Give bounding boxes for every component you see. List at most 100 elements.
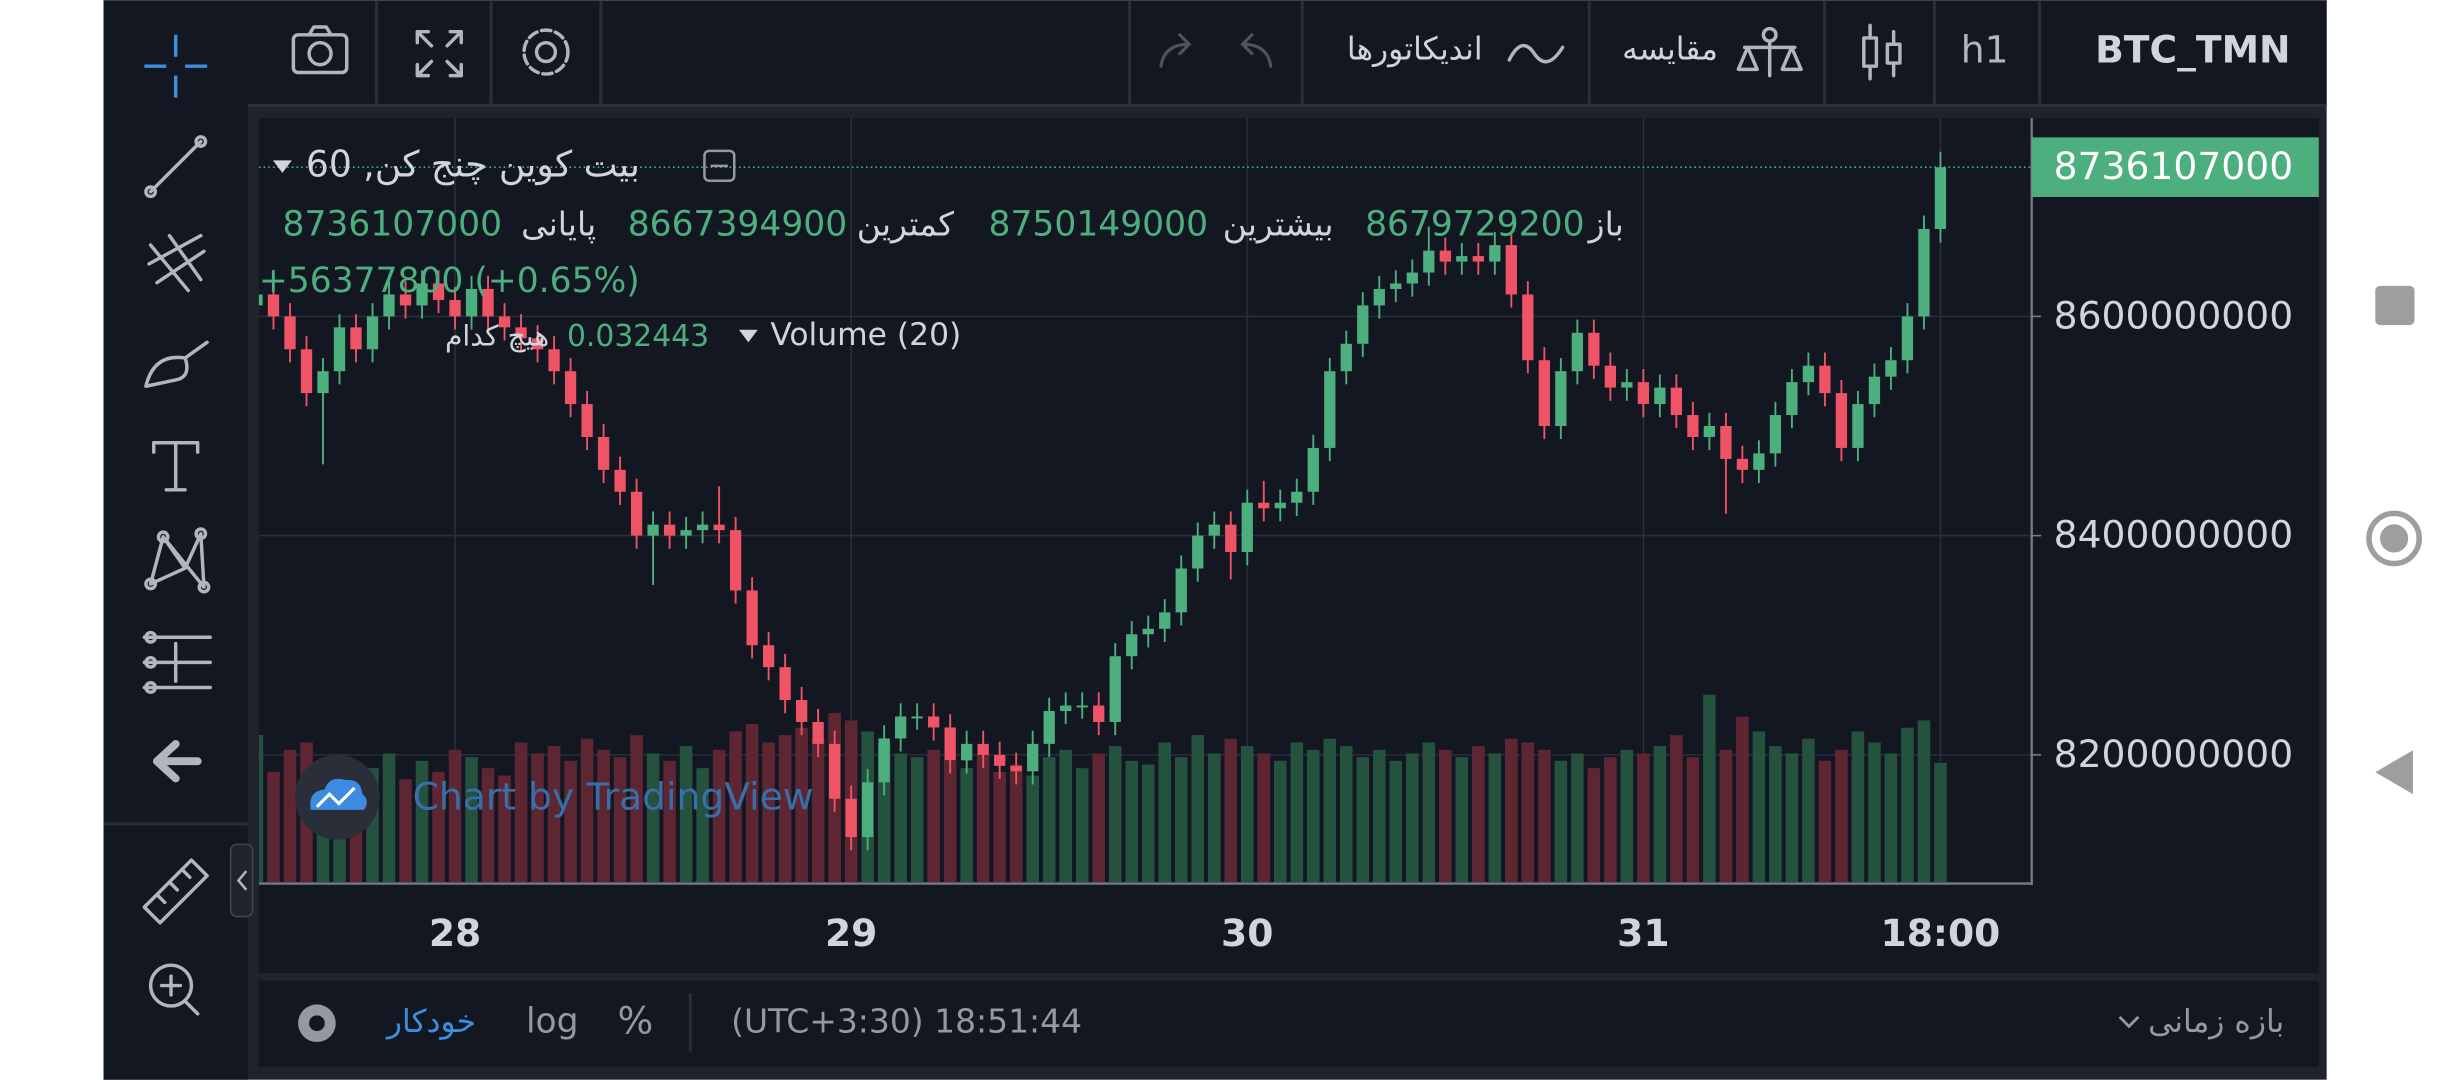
- candle-body: [1637, 382, 1650, 405]
- high-label: بیشترین: [1223, 205, 1334, 244]
- y-tick-label: 8600000000: [2054, 293, 2293, 337]
- crosshair-tool[interactable]: [144, 34, 208, 98]
- candle-body: [1225, 524, 1237, 553]
- brush-tool[interactable]: [144, 340, 209, 388]
- log-scale-button[interactable]: log: [526, 1002, 579, 1042]
- candle-body: [1406, 272, 1418, 284]
- volume-bar: [1009, 764, 1023, 883]
- candle-body: [944, 727, 956, 761]
- volume-bar: [927, 749, 940, 883]
- legend-collapse[interactable]: [272, 160, 292, 173]
- candle-body: [928, 716, 940, 728]
- legend-hide-icon[interactable]: [703, 149, 736, 182]
- candle-body: [300, 349, 313, 394]
- hide-tools-arrow[interactable]: [152, 740, 202, 783]
- candle-body: [597, 436, 610, 470]
- volume-bar: [580, 738, 594, 883]
- volume-legend-collapse[interactable]: [738, 329, 758, 343]
- volume-bar: [1901, 727, 1914, 883]
- chart-style-icon[interactable]: [1862, 23, 1902, 81]
- candle-body: [1885, 360, 1897, 377]
- volume-bar: [1851, 731, 1865, 883]
- settings-button[interactable]: [522, 28, 570, 76]
- candle-body: [1522, 294, 1534, 361]
- volume-bar: [795, 727, 808, 883]
- zoom-tool[interactable]: [148, 963, 200, 1016]
- volume-bar: [910, 757, 924, 883]
- nav-recents[interactable]: [2375, 285, 2415, 326]
- watermark-text[interactable]: Chart by TradingView: [413, 774, 814, 818]
- redo-undo-buttons[interactable]: [1159, 33, 1273, 68]
- volume-bar: [646, 753, 660, 883]
- nav-home[interactable]: [2366, 510, 2422, 567]
- low-value: 8667394900: [628, 205, 847, 245]
- candle-body: [1588, 332, 1600, 366]
- auto-scale-button[interactable]: خودکار: [385, 1004, 476, 1040]
- volume-bar: [465, 757, 478, 883]
- volume-bar: [1472, 746, 1485, 883]
- candle-body: [432, 283, 445, 300]
- pattern-tool[interactable]: [144, 527, 211, 594]
- volume-bar: [1108, 746, 1122, 883]
- volume-bar: [1818, 760, 1832, 883]
- percent-scale-button[interactable]: %: [618, 999, 654, 1043]
- candle-body: [333, 327, 346, 372]
- time-range-button[interactable]: بازه زمانی: [2148, 1004, 2284, 1040]
- volume-bar: [712, 749, 726, 883]
- bottom-settings[interactable]: [298, 1004, 336, 1043]
- candle-body: [1802, 365, 1815, 383]
- candle-body: [284, 316, 296, 350]
- x-tick-label: 18:00: [1881, 911, 2001, 955]
- candle-body: [548, 349, 560, 372]
- candle-body: [1060, 705, 1072, 712]
- toolbar-collapse[interactable]: [229, 843, 254, 918]
- candle-body: [977, 743, 989, 755]
- volume-bar: [1042, 757, 1056, 883]
- nav-back[interactable]: [2375, 750, 2413, 795]
- screenshot-button[interactable]: [291, 25, 349, 75]
- candle-body: [1654, 387, 1666, 405]
- candle-body: [630, 491, 643, 536]
- watermark-mark: [315, 786, 356, 808]
- candle-body: [465, 288, 478, 317]
- symbol-label[interactable]: BTC_TMN: [2095, 28, 2290, 72]
- text-tool[interactable]: [152, 441, 200, 492]
- candle-body: [1918, 228, 1930, 317]
- pitchfork-tool[interactable]: [147, 233, 206, 293]
- fullscreen-button[interactable]: [415, 29, 463, 78]
- interval-button[interactable]: h1: [1961, 28, 2009, 72]
- candle-body: [1192, 535, 1204, 569]
- nav-home-dot: [2379, 524, 2409, 553]
- candle-body: [1307, 447, 1319, 492]
- candle-body: [267, 294, 280, 317]
- volume-bar: [1273, 760, 1287, 883]
- volume-bar: [1736, 716, 1749, 883]
- volume-bar: [1455, 757, 1469, 883]
- candle-body: [911, 716, 923, 719]
- measure-lines-tool[interactable]: [142, 630, 212, 694]
- volume-bar: [1587, 768, 1601, 883]
- candle-body: [1258, 502, 1270, 509]
- candle-body: [383, 294, 395, 317]
- candle-body: [1934, 167, 1947, 229]
- watermark-cloud: [310, 778, 367, 810]
- candle-body: [1076, 705, 1088, 708]
- indicators-label[interactable]: اندیکاتورها: [1347, 32, 1483, 68]
- compare-label[interactable]: مقایسه: [1622, 32, 1718, 68]
- trend-line-tool[interactable]: [144, 135, 208, 199]
- volume-bar: [1835, 749, 1848, 883]
- candle-body: [1142, 628, 1154, 635]
- ruler-tool[interactable]: [142, 858, 209, 925]
- volume-pane: [258, 694, 1947, 883]
- candle-body: [994, 754, 1006, 766]
- candle-body: [1126, 634, 1138, 657]
- candle-body: [531, 338, 544, 350]
- volume-bar: [514, 742, 528, 883]
- volume-bar: [1554, 760, 1568, 883]
- candle-body: [449, 299, 461, 317]
- volume-bar: [729, 731, 742, 883]
- candle-body: [828, 743, 841, 799]
- series-title: بیت کوین چنج کن, 60: [306, 144, 640, 186]
- bottom-bar: [258, 980, 2319, 1068]
- volume-bar: [1571, 753, 1584, 883]
